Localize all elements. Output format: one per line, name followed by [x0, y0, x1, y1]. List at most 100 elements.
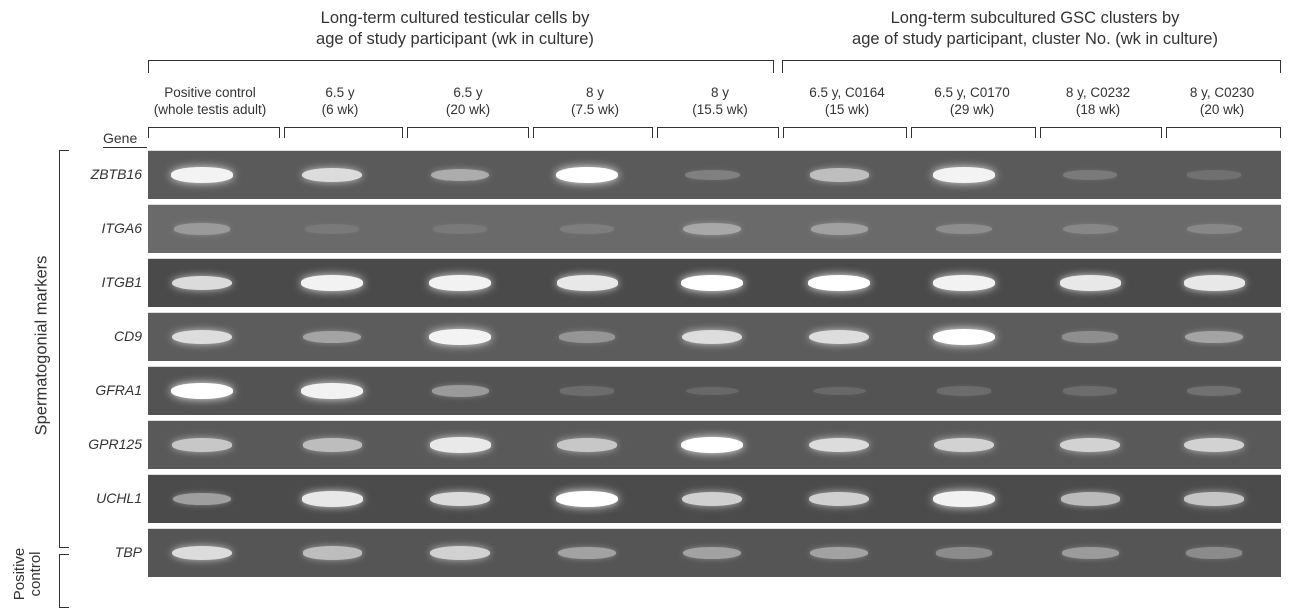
band-cd9-lane-8: [1062, 331, 1118, 343]
band-uchl1-lane-8: [1060, 492, 1120, 506]
band-itga6-lane-8: [1062, 223, 1118, 235]
gel-row-gpr125: [148, 420, 1281, 469]
gene-label-uchl1: UCHL1: [96, 490, 142, 506]
band-cd9-lane-3: [429, 329, 491, 345]
band-itga6-lane-7: [936, 223, 992, 235]
band-cd9-lane-6: [808, 329, 870, 345]
lane-header-1: Positive control (whole testis adult): [153, 85, 267, 117]
lane-header-8: 8 y, C0232 (18 wk): [1065, 85, 1131, 117]
gene-column-header: Gene: [103, 130, 138, 146]
band-gpr125-lane-8: [1060, 437, 1120, 453]
band-gfra1-lane-3: [431, 385, 489, 397]
band-zbtb16-lane-9: [1187, 170, 1241, 180]
band-gfra1-lane-9: [1187, 386, 1241, 396]
band-zbtb16-lane-4: [556, 167, 618, 183]
band-zbtb16-lane-3: [431, 168, 489, 182]
band-uchl1-lane-5: [682, 491, 742, 507]
band-itgb1-lane-5: [681, 275, 743, 291]
band-itgb1-lane-2: [301, 275, 363, 291]
band-zbtb16-lane-6: [809, 168, 869, 182]
gene-label-itga6: ITGA6: [101, 220, 142, 236]
lane-bracket-2: [284, 127, 403, 138]
band-gpr125-lane-1: [172, 438, 232, 452]
band-gpr125-lane-9: [1184, 437, 1244, 453]
band-gfra1-lane-8: [1063, 386, 1117, 396]
lane-bracket-5: [657, 127, 779, 138]
band-cd9-lane-2: [303, 330, 361, 344]
gene-label-zbtb16: ZBTB16: [90, 166, 142, 182]
gene-label-itgb1: ITGB1: [101, 274, 142, 290]
group-bracket-cultured-cells: [148, 60, 774, 73]
band-itga6-lane-5: [683, 222, 741, 236]
lane-bracket-6: [783, 127, 907, 138]
gene-label-tbp: TBP: [114, 544, 142, 560]
band-cd9-lane-4: [558, 331, 616, 343]
lane-header-5: 8 y (15.5 wk): [692, 85, 748, 117]
band-zbtb16-lane-5: [684, 169, 740, 181]
spermatogonial-markers-label: Spermatogonial markers: [32, 255, 51, 436]
band-uchl1-lane-7: [933, 491, 995, 507]
band-zbtb16-lane-2: [301, 167, 363, 183]
gene-label-gpr125: GPR125: [88, 436, 142, 452]
gel-row-zbtb16: [148, 150, 1281, 199]
band-itgb1-lane-8: [1059, 275, 1121, 291]
band-zbtb16-lane-8: [1062, 170, 1118, 180]
band-gpr125-lane-7: [934, 437, 994, 453]
band-itgb1-lane-6: [808, 275, 870, 291]
lane-bracket-9: [1166, 127, 1281, 138]
band-tbp-lane-4: [558, 546, 616, 560]
band-uchl1-lane-3: [429, 491, 491, 507]
band-tbp-lane-5: [683, 546, 741, 560]
band-itgb1-lane-7: [933, 275, 995, 291]
band-gpr125-lane-3: [429, 437, 491, 453]
lane-header-2: 6.5 y (6 wk): [321, 85, 359, 117]
band-tbp-lane-8: [1061, 547, 1119, 559]
band-gfra1-lane-5: [685, 386, 739, 396]
band-gpr125-lane-5: [681, 437, 743, 453]
band-itga6-lane-3: [433, 224, 487, 234]
band-uchl1-lane-9: [1184, 492, 1244, 506]
gel-row-itga6: [148, 204, 1281, 253]
band-tbp-lane-6: [810, 546, 868, 560]
band-itga6-lane-2: [305, 224, 359, 234]
band-gfra1-lane-1: [171, 383, 233, 399]
band-itga6-lane-1: [173, 223, 231, 235]
gene-label-cd9: CD9: [113, 328, 142, 344]
gel-row-itgb1: [148, 258, 1281, 307]
gene-label-gfra1: GFRA1: [95, 382, 142, 398]
band-itgb1-lane-3: [429, 275, 491, 291]
band-zbtb16-lane-7: [933, 167, 995, 183]
band-gfra1-lane-6: [812, 386, 866, 396]
band-gpr125-lane-6: [808, 437, 870, 453]
lane-header-3: 6.5 y (20 wk): [445, 85, 491, 117]
band-uchl1-lane-4: [556, 491, 618, 507]
band-cd9-lane-7: [933, 329, 995, 345]
gene-header-rule: [103, 147, 147, 148]
band-tbp-lane-7: [936, 547, 992, 559]
lane-bracket-8: [1040, 127, 1162, 138]
group-title-gsc-clusters: Long-term subcultured GSC clusters by ag…: [852, 9, 1218, 48]
gel-row-tbp: [148, 528, 1281, 577]
band-gfra1-lane-2: [301, 383, 363, 399]
band-itgb1-lane-9: [1183, 275, 1245, 291]
band-cd9-lane-9: [1185, 330, 1243, 344]
lane-bracket-3: [407, 127, 529, 138]
band-cd9-lane-1: [171, 329, 233, 345]
band-gpr125-lane-2: [302, 438, 362, 452]
band-itga6-lane-4: [560, 224, 614, 234]
band-uchl1-lane-6: [809, 491, 869, 507]
lane-header-6: 6.5 y, C0164 (15 wk): [809, 85, 885, 117]
gel-row-uchl1: [148, 474, 1281, 523]
band-itgb1-lane-4: [556, 275, 618, 291]
band-tbp-lane-2: [302, 546, 362, 560]
positive-control-label: Positive control: [11, 547, 44, 601]
band-itga6-lane-6: [810, 223, 868, 235]
band-gfra1-lane-4: [560, 386, 614, 396]
group-bracket-gsc-clusters: [782, 60, 1281, 73]
lane-bracket-7: [911, 127, 1036, 138]
gel-row-gfra1: [148, 366, 1281, 415]
band-uchl1-lane-1: [173, 492, 231, 506]
band-cd9-lane-5: [681, 329, 743, 345]
band-itga6-lane-9: [1186, 223, 1242, 235]
band-tbp-lane-1: [171, 545, 233, 561]
